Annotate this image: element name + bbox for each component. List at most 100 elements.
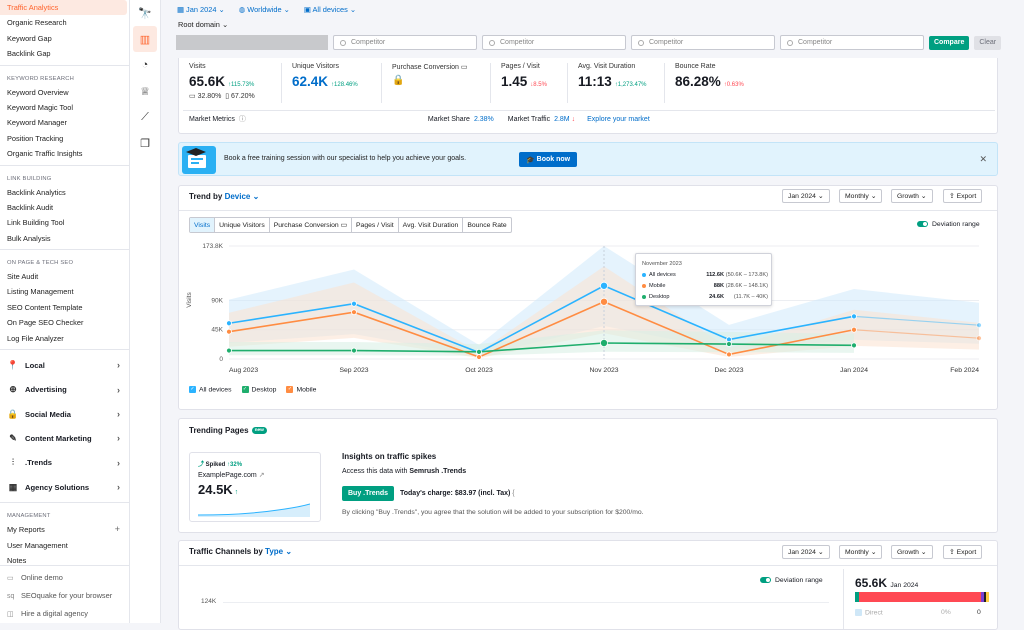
plus-icon[interactable]: + [114, 524, 120, 535]
tab-unique-visitors[interactable]: Unique Visitors [215, 218, 270, 232]
sidebar-item[interactable]: User Management [7, 540, 68, 550]
checkbox-icon: ✓ [241, 386, 249, 393]
trend-period-dropdown[interactable]: Monthly ⌄ [839, 189, 883, 203]
sidebar-item[interactable]: Link Building Tool [7, 218, 65, 228]
sidebar-item[interactable]: SEO Content Template [7, 302, 83, 312]
chart-legend: ✓ All devices ✓ Desktop ✓ Mobile [189, 386, 316, 393]
x-tick-label: Feb 2024 [950, 367, 979, 374]
data-point [351, 309, 357, 316]
competitor-input-2[interactable]: Competitor [482, 35, 626, 50]
domain-input[interactable] [176, 35, 328, 50]
channels-deviation-toggle[interactable]: Deviation range [760, 577, 823, 584]
competitor-input-4[interactable]: Competitor [780, 35, 924, 50]
tab-bounce-rate[interactable]: Bounce Rate [467, 221, 507, 229]
checkbox-icon[interactable] [855, 609, 862, 616]
channels-total: 65.6K [855, 576, 888, 590]
sidebar-item[interactable]: Log File Analyzer [7, 333, 64, 343]
market-traffic-value[interactable]: 2.8M [554, 115, 570, 123]
trend-date-dropdown[interactable]: Jan 2024 ⌄ [782, 189, 830, 203]
main-content: ▦ Jan 2024 ⌄ ◍ Worldwide ⌄ ▣ All devices… [161, 0, 1024, 630]
device-selector[interactable]: ▣ All devices ⌄ [303, 4, 357, 14]
tab-purchase-conversion[interactable]: Purchase Conversion ▭ [270, 218, 353, 232]
tab-pages-visit[interactable]: Pages / Visit [352, 218, 399, 232]
sidebar-item[interactable]: Site Audit [7, 272, 39, 282]
tooltip-row: Desktop 24.6K (11.7K – 40K) [642, 294, 768, 300]
monitor-icon: ▭ [340, 222, 348, 229]
sidebar-item[interactable]: Keyword Magic Tool [7, 102, 73, 112]
trophy-icon[interactable]: ♕ [140, 85, 150, 98]
metric-unique-visitors[interactable]: Unique Visitors 62.4K ↑128.46% [292, 63, 358, 89]
sidebar-item[interactable]: My Reports + [0, 522, 129, 537]
globe-icon: ◍ [238, 4, 248, 14]
sidebar-bottom-item[interactable]: sq SEOquake for your browser [0, 587, 130, 605]
metric-visits[interactable]: Visits 65.6K ↑115.73% ▭ 32.80% ▯ 67.20% [189, 63, 255, 100]
clear-button[interactable]: Clear [974, 35, 1002, 50]
pie-chart-icon[interactable]: ◔ [141, 59, 149, 71]
sidebar-bottom-item[interactable]: ▭ Online demo [0, 569, 130, 587]
y-tick-label: 124K [201, 598, 217, 605]
sidebar-category[interactable]: ▦ Agency Solutions › [8, 481, 120, 493]
legend-mobile[interactable]: ✓ Mobile [286, 386, 317, 394]
sidebar-item[interactable]: Traffic Analytics [0, 0, 127, 16]
sidebar-section-title: KEYWORD RESEARCH [7, 75, 74, 82]
trend-type-dropdown[interactable]: Growth ⌄ [891, 189, 933, 203]
sidebar-item[interactable]: Backlink Gap [7, 49, 51, 59]
devices-icon: ▣ [303, 4, 313, 14]
book-now-button[interactable]: 🎓 Book now [519, 152, 578, 167]
root-domain-selector[interactable]: Root domain ⌄ [178, 20, 229, 29]
sidebar-item[interactable]: Keyword Manager [7, 118, 67, 128]
sidebar-item[interactable]: Organic Traffic Insights [7, 149, 83, 159]
lock-icon: 🔒 [392, 75, 405, 86]
sidebar-item[interactable]: Listing Management [7, 287, 74, 297]
channels-type-dropdown[interactable]: Growth ⌄ [891, 545, 933, 559]
sidebar-item[interactable]: Position Tracking [7, 133, 64, 143]
sidebar-item[interactable]: Backlink Analytics [7, 187, 66, 197]
trend-title: Trend by Device ⌄ [189, 192, 260, 201]
trend-by-device-link[interactable]: Device [224, 192, 251, 201]
region-selector[interactable]: ◍ Worldwide ⌄ [238, 4, 290, 14]
spike-card[interactable]: ⤴ Spiked ↑32% ExamplePage.com ↗ 24.5K ↑ [189, 452, 321, 522]
y-tick-label: 0 [219, 356, 223, 363]
legend-desktop[interactable]: ✓ Desktop [241, 386, 277, 394]
tab-visits[interactable]: Visits [190, 218, 216, 232]
trend-export-button[interactable]: ⇪ Export [943, 189, 983, 203]
sidebar-category[interactable]: ⊕ Advertising › [9, 384, 120, 395]
channels-export-button[interactable]: ⇪ Export [943, 545, 983, 559]
bar-chart-icon[interactable]: ▥ [133, 26, 157, 52]
sidebar-item[interactable]: Backlink Audit [7, 202, 54, 212]
channels-date-dropdown[interactable]: Jan 2024 ⌄ [782, 545, 830, 559]
sidebar-item[interactable]: Bulk Analysis [7, 233, 51, 243]
sidebar-bottom-item[interactable]: ◫ Hire a digital agency [0, 605, 130, 623]
competitor-input-1[interactable]: Competitor [333, 35, 477, 50]
legend-all-devices[interactable]: ✓ All devices [189, 386, 232, 394]
sidebar-category[interactable]: 🔒 Social Media › [7, 408, 120, 420]
date-selector[interactable]: ▦ Jan 2024 ⌄ [177, 4, 225, 14]
sidebar-item[interactable]: On Page SEO Checker [7, 318, 84, 328]
sidebar-category[interactable]: ✎ Content Marketing › [9, 432, 120, 444]
sidebar-item[interactable]: Organic Research [7, 18, 67, 28]
metric-purchase-conversion[interactable]: Purchase Conversion ▭ 🔒 [392, 64, 468, 86]
channels-period-dropdown[interactable]: Monthly ⌄ [839, 545, 883, 559]
sidebar-category[interactable]: 📍 Local › [7, 359, 120, 371]
explore-market-link[interactable]: Explore your market [587, 115, 650, 123]
competitor-input-3[interactable]: Competitor [631, 35, 775, 50]
telescope-icon[interactable]: 🔭 [138, 7, 152, 20]
metric-visit-duration[interactable]: Avg. Visit Duration 11:13 ↑1,273.47% [578, 63, 647, 89]
compare-button[interactable]: Compare [929, 35, 970, 50]
page-link[interactable]: ExamplePage.com [198, 472, 257, 479]
close-icon[interactable]: ✕ [979, 154, 987, 164]
metric-bounce-rate[interactable]: Bounce Rate 86.28% ↑0.63% [675, 63, 744, 89]
market-share-value[interactable]: 2.38% [473, 115, 494, 123]
sidebar-item[interactable]: Keyword Overview [7, 87, 69, 97]
channels-type-link[interactable]: Type [265, 547, 284, 556]
windows-icon[interactable]: ❐ [140, 137, 150, 150]
deviation-toggle[interactable]: Deviation range [917, 221, 980, 228]
buy-trends-button[interactable]: Buy .Trends [342, 486, 395, 501]
sidebar-item[interactable]: Keyword Gap [7, 33, 52, 43]
tab-visit-duration[interactable]: Avg. Visit Duration [399, 218, 464, 232]
line-chart-icon[interactable]: ⟋ [141, 110, 149, 123]
sidebar-category[interactable]: ⫶ .Trends › [0, 451, 129, 475]
domain-inputs: Competitor Competitor Competitor Competi… [176, 35, 1002, 50]
metric-pages-visit[interactable]: Pages / Visit 1.45 ↓8.5% [501, 63, 547, 89]
sidebar-item[interactable]: Notes [7, 556, 27, 566]
